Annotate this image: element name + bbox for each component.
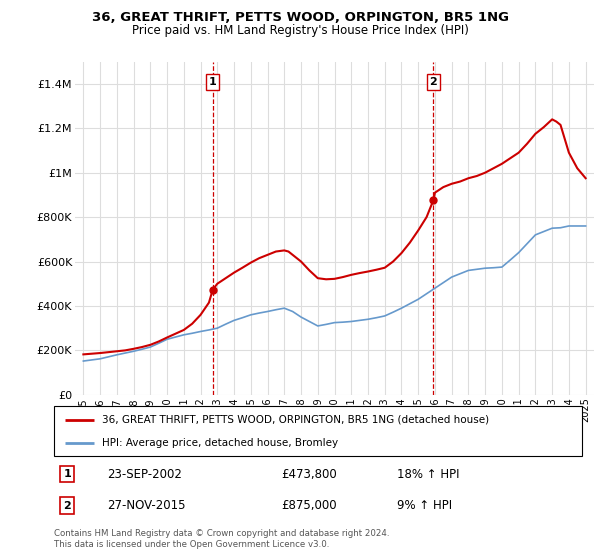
Text: 1: 1	[64, 469, 71, 479]
Text: 9% ↑ HPI: 9% ↑ HPI	[397, 499, 452, 512]
Text: 27-NOV-2015: 27-NOV-2015	[107, 499, 185, 512]
Text: 2: 2	[430, 77, 437, 87]
Text: 36, GREAT THRIFT, PETTS WOOD, ORPINGTON, BR5 1NG: 36, GREAT THRIFT, PETTS WOOD, ORPINGTON,…	[91, 11, 509, 24]
Text: Price paid vs. HM Land Registry's House Price Index (HPI): Price paid vs. HM Land Registry's House …	[131, 24, 469, 36]
Text: £875,000: £875,000	[281, 499, 337, 512]
Text: 1: 1	[209, 77, 217, 87]
Text: 2: 2	[64, 501, 71, 511]
Text: 23-SEP-2002: 23-SEP-2002	[107, 468, 182, 480]
Text: 36, GREAT THRIFT, PETTS WOOD, ORPINGTON, BR5 1NG (detached house): 36, GREAT THRIFT, PETTS WOOD, ORPINGTON,…	[101, 414, 488, 424]
Text: Contains HM Land Registry data © Crown copyright and database right 2024.
This d: Contains HM Land Registry data © Crown c…	[54, 529, 389, 549]
Text: HPI: Average price, detached house, Bromley: HPI: Average price, detached house, Brom…	[101, 438, 338, 448]
Text: 18% ↑ HPI: 18% ↑ HPI	[397, 468, 460, 480]
Text: £473,800: £473,800	[281, 468, 337, 480]
